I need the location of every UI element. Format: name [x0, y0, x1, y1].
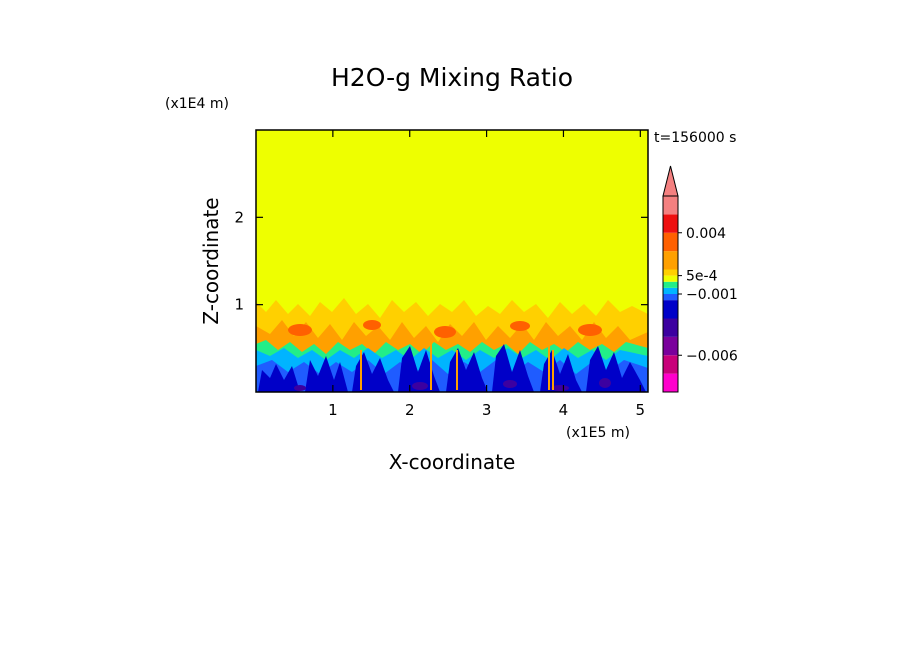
colorbar-swatch: [663, 269, 678, 276]
time-label: t=156000 s: [654, 130, 736, 146]
x-tick-label: 2: [405, 401, 415, 419]
colorbar-swatch: [663, 196, 678, 215]
colorbar-swatch: [663, 275, 678, 282]
x-ticks: 1 2 3 4 5: [328, 130, 645, 419]
colorbar-swatch: [663, 251, 678, 270]
x-unit-label: (x1E5 m): [566, 425, 630, 441]
y-tick-label: 1: [234, 296, 244, 314]
colorbar-swatch: [663, 294, 678, 301]
orange-plumes: [360, 342, 554, 390]
x-tick-label: 4: [559, 401, 569, 419]
colorbar-tick-label: 0.004: [686, 226, 726, 242]
colorbar-tick-label: −0.001: [686, 287, 738, 303]
orange-red-patches: [288, 320, 602, 338]
colorbar-swatch: [663, 287, 678, 294]
y-axis-label: Z-coordinate: [199, 197, 223, 324]
colorbar-swatch: [663, 232, 678, 252]
chart-title: H2O-g Mixing Ratio: [331, 63, 573, 92]
colorbar-swatch: [663, 300, 678, 319]
colorbar-extend-arrow: [662, 165, 679, 197]
colorbar-swatch: [663, 318, 678, 337]
colorbar-swatch: [663, 355, 678, 374]
y-ticks: 12: [234, 208, 648, 314]
lower-field-violet: [294, 378, 611, 391]
colorbar-swatch: [663, 336, 678, 356]
colorbar: 0.004 5e-4 −0.001 −0.006: [662, 165, 738, 393]
x-tick-label: 5: [636, 401, 646, 419]
y-unit-label: (x1E4 m): [165, 96, 229, 112]
colorbar-swatch: [663, 281, 678, 288]
plot-area: [256, 130, 648, 392]
y-tick-label: 2: [234, 208, 244, 226]
colorbar-swatch: [663, 373, 678, 392]
colorbar-tick-label: −0.006: [686, 348, 738, 364]
colorbar-tick-label: 5e-4: [686, 269, 718, 285]
colorbar-swatch: [663, 214, 678, 233]
x-tick-label: 1: [328, 401, 338, 419]
plot-frame: [255, 129, 649, 393]
x-axis-label: X-coordinate: [389, 450, 516, 474]
x-tick-label: 3: [482, 401, 492, 419]
